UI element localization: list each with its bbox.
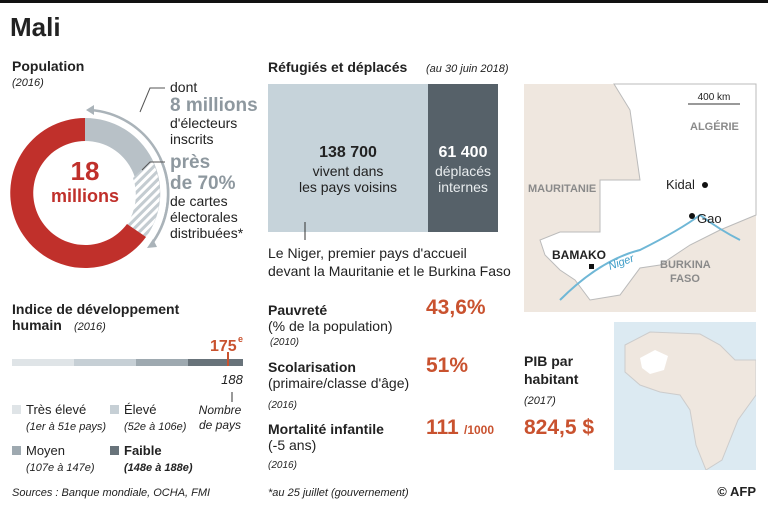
total-label: de pays [199, 418, 241, 432]
legend-range: (107e à 147e) [26, 462, 95, 474]
displaced-value: 61 400 [439, 144, 488, 161]
population-unit: millions [51, 186, 119, 206]
hdi-bar [12, 352, 243, 402]
indicator-year: (2016) [268, 400, 297, 411]
rank-sup: e [238, 334, 243, 344]
section-title: Réfugiés et déplacés [268, 59, 407, 75]
rank: 175 [210, 338, 237, 355]
legend-label: Très élevé [26, 402, 86, 417]
mali-map [524, 83, 757, 312]
indicator-title: Mortalité infantile [268, 421, 384, 437]
note: Le Niger, premier pays d'accueil [268, 245, 467, 261]
section-year: (2016) [74, 321, 106, 333]
country: FASO [670, 273, 700, 285]
country: BURKINA [660, 259, 711, 271]
indicator-title: Scolarisation [268, 359, 356, 375]
africa-map [614, 322, 756, 470]
note-line: de cartes [170, 193, 228, 209]
refugee-value: 138 700 [319, 144, 377, 161]
title: Mali [10, 12, 61, 42]
note-line: électorales [170, 209, 238, 225]
legend-label: Moyen [26, 443, 65, 458]
total: 188 [221, 372, 243, 387]
footnote: *au 25 juillet (gouvernement) [268, 487, 409, 499]
indicator-value: 43,6% [426, 296, 486, 319]
city: Gao [697, 211, 722, 226]
credit: © AFP [717, 484, 756, 499]
indicator-sub: (primaire/classe d'âge) [268, 375, 409, 391]
refugee-block [268, 84, 428, 232]
scale: 400 km [698, 92, 731, 103]
note-line: d'électeurs [170, 115, 237, 131]
country: MAURITANIE [528, 183, 596, 195]
displaced-label: internes [438, 179, 488, 195]
city: Kidal [666, 177, 695, 192]
legend-label: Faible [124, 443, 162, 458]
indicator-title: Pauvreté [268, 302, 327, 318]
population-value: 18 [71, 156, 100, 186]
note: devant la Mauritanie et le Burkina Faso [268, 263, 511, 279]
indicator-sub: (-5 ans) [268, 437, 316, 453]
legend-label: Élevé [124, 402, 157, 417]
section-title: Population [12, 58, 84, 74]
note-value: près [170, 152, 210, 173]
displaced-label: déplacés [435, 163, 491, 179]
total-label: Nombre [199, 403, 242, 417]
indicator-value: 51% [426, 354, 468, 377]
section-title: Indice de développement [12, 301, 180, 317]
sources: Sources : Banque mondiale, OCHA, FMI [12, 487, 210, 499]
indicator-unit: /1000 [464, 423, 494, 437]
indicator-year: (2010) [270, 337, 299, 348]
indicator-value: 111 [426, 416, 459, 439]
section-title: humain [12, 317, 62, 333]
gdp-title: habitant [524, 371, 579, 387]
legend-range: (1er à 51e pays) [26, 421, 106, 433]
legend-range: (52e à 106e) [124, 421, 187, 433]
note-line: distribuées* [170, 225, 244, 241]
city: BAMAKO [552, 248, 606, 262]
indicator-sub: (% de la population) [268, 318, 393, 334]
displaced-block [428, 84, 498, 232]
note-value: 8 millions [170, 95, 258, 116]
section-date: (au 30 juin 2018) [426, 63, 509, 75]
legend-range: (148e à 188e) [124, 462, 193, 474]
section-year: (2016) [12, 77, 44, 89]
legend [12, 405, 119, 455]
refugee-label: les pays voisins [299, 179, 397, 195]
note-line: dont [170, 79, 197, 95]
gdp-title: PIB par [524, 353, 574, 369]
indicator-year: (2016) [268, 460, 297, 471]
refugee-label: vivent dans [313, 163, 384, 179]
note-line: inscrits [170, 131, 214, 147]
donut [10, 87, 170, 268]
gdp-value: 824,5 $ [524, 416, 594, 439]
gdp-year: (2017) [524, 395, 556, 407]
top-rule [0, 0, 768, 3]
note-value: de 70% [170, 173, 236, 194]
country: ALGÉRIE [690, 120, 739, 133]
